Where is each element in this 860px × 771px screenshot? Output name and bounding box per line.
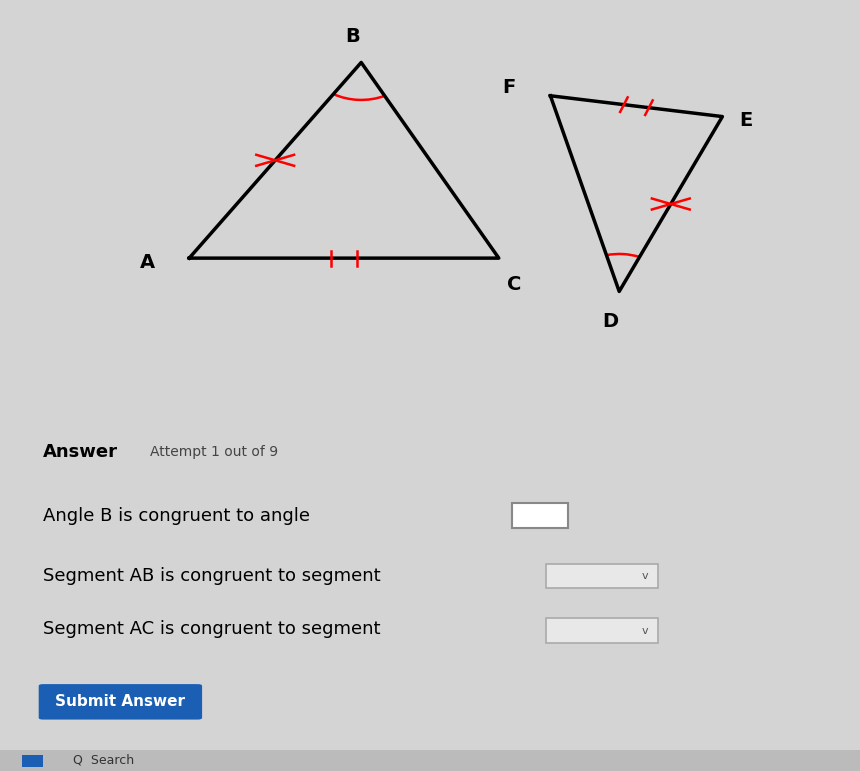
Text: A: A bbox=[139, 253, 155, 272]
Text: Answer: Answer bbox=[43, 443, 118, 461]
Text: F: F bbox=[503, 78, 516, 97]
Text: Attempt 1 out of 9: Attempt 1 out of 9 bbox=[150, 445, 279, 459]
Text: v: v bbox=[642, 626, 648, 636]
Text: D: D bbox=[603, 312, 618, 332]
Text: E: E bbox=[740, 111, 752, 130]
FancyBboxPatch shape bbox=[22, 755, 43, 767]
Text: C: C bbox=[507, 274, 522, 294]
Text: Submit Answer: Submit Answer bbox=[55, 695, 186, 709]
FancyBboxPatch shape bbox=[0, 749, 860, 771]
FancyBboxPatch shape bbox=[546, 564, 658, 588]
Text: Q  Search: Q Search bbox=[73, 754, 134, 767]
Text: v: v bbox=[642, 571, 648, 581]
FancyBboxPatch shape bbox=[39, 684, 202, 719]
Text: B: B bbox=[345, 27, 360, 45]
FancyBboxPatch shape bbox=[512, 503, 568, 528]
Text: Segment AC is congruent to segment: Segment AC is congruent to segment bbox=[43, 620, 380, 638]
FancyBboxPatch shape bbox=[546, 618, 658, 643]
Text: Segment AB is congruent to segment: Segment AB is congruent to segment bbox=[43, 567, 381, 585]
Text: Angle B is congruent to angle: Angle B is congruent to angle bbox=[43, 507, 310, 524]
